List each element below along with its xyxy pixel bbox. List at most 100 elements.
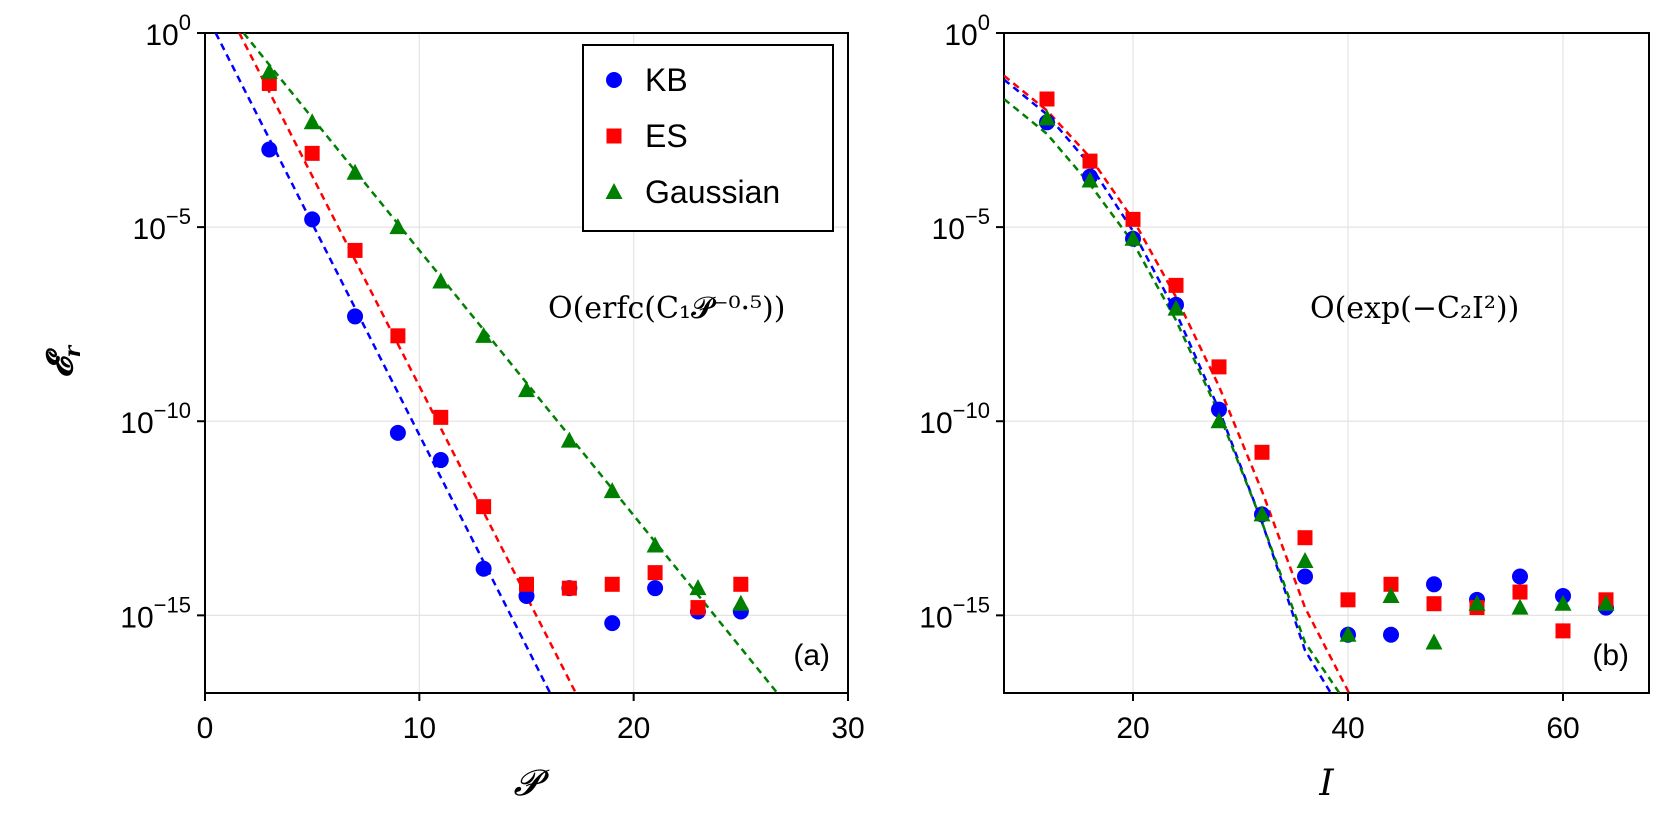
data-point-gaussian — [303, 113, 321, 130]
y-tick-label: 10−5 — [133, 204, 191, 246]
y-tick-base: 10 — [919, 601, 952, 634]
data-point-es — [1297, 530, 1313, 546]
legend-entry-kb: KB — [606, 62, 688, 98]
fit-line-es-fit — [1004, 74, 1351, 693]
data-points — [1038, 91, 1615, 650]
data-point-gaussian — [518, 381, 535, 398]
annotation: O(exp(−C₂I²)) — [1310, 291, 1519, 326]
data-point-gaussian — [689, 579, 707, 596]
data-point-es — [347, 242, 363, 258]
data-point-gaussian — [1081, 171, 1099, 188]
x-tick-label: 20 — [1116, 712, 1149, 745]
data-point-es — [261, 75, 277, 91]
data-point-es — [604, 576, 620, 592]
series-gaussian — [1038, 109, 1615, 650]
legend-marker-kb — [606, 72, 622, 88]
y-tick-base: 10 — [145, 19, 178, 52]
data-point-gaussian — [560, 431, 578, 448]
data-point-kb — [432, 452, 449, 469]
data-points — [260, 62, 750, 632]
x-axis-label: 𝓟 — [514, 763, 550, 804]
data-point-es — [1125, 211, 1141, 227]
series-es — [261, 75, 749, 616]
legend-label: ES — [645, 118, 688, 154]
y-tick-exponent: −15 — [953, 592, 990, 617]
series-es — [1039, 91, 1614, 639]
y-tick-label: 10−5 — [932, 204, 990, 246]
data-point-gaussian — [432, 272, 450, 289]
y-axis-label-subscript: r — [60, 344, 86, 357]
data-point-kb — [1211, 401, 1227, 418]
y-tick-label: 10−10 — [919, 398, 990, 440]
data-point-kb — [1383, 626, 1399, 643]
legend-box — [582, 44, 834, 232]
data-point-gaussian — [260, 62, 278, 79]
fit-lines — [1004, 74, 1351, 693]
fit-line-kb-fit — [214, 33, 552, 693]
plot-frame — [1003, 32, 1650, 694]
x-tick-label: 40 — [1331, 712, 1364, 745]
data-point-es — [390, 328, 406, 344]
data-point-kb — [261, 141, 278, 158]
y-tick-base: 10 — [932, 213, 965, 246]
legend-marker-gaussian — [605, 183, 623, 199]
data-point-kb — [518, 587, 535, 604]
data-point-es — [1383, 576, 1399, 592]
data-point-gaussian — [389, 218, 407, 235]
data-point-gaussian — [1167, 299, 1185, 316]
fit-line-kb-fit — [1004, 78, 1332, 693]
data-point-es — [733, 576, 749, 592]
panel-label: (b) — [1592, 639, 1629, 672]
panel-a: 0 10 20 3010010−510−1010−15(a)O(erfc(C₁𝓟⁻⁰·… — [39, 10, 865, 804]
x-tick-label: 30 — [831, 712, 864, 745]
y-tick-exponent: −10 — [953, 398, 990, 423]
data-point-es — [647, 565, 663, 581]
data-point-es — [1211, 359, 1227, 375]
legend-marker-es — [606, 128, 622, 144]
x-tick-label: 60 — [1546, 712, 1579, 745]
y-tick-label: 10−10 — [120, 398, 191, 440]
data-point-gaussian — [1554, 594, 1572, 611]
y-tick-exponent: −5 — [166, 204, 191, 229]
data-point-gaussian — [1425, 633, 1443, 650]
data-point-es — [519, 576, 534, 592]
series-kb — [1039, 114, 1614, 643]
data-point-es — [1426, 596, 1442, 612]
y-tick-exponent: −5 — [965, 204, 990, 229]
annotation: O(erfc(C₁𝓟⁻⁰·⁵)) — [548, 291, 785, 326]
y-tick-exponent: −15 — [154, 592, 191, 617]
data-point-gaussian — [1468, 594, 1486, 611]
data-point-gaussian — [1253, 505, 1271, 522]
y-tick-label: 10−15 — [919, 592, 990, 634]
y-tick-exponent: −10 — [154, 398, 191, 423]
data-point-gaussian — [646, 536, 664, 553]
data-point-es — [1039, 91, 1055, 107]
data-point-es — [1340, 592, 1356, 608]
data-point-gaussian — [1038, 109, 1056, 126]
y-tick-base: 10 — [133, 213, 166, 246]
plot-frame — [204, 32, 849, 694]
y-axis-label: 𝓔r — [39, 344, 86, 378]
x-tick-label: 20 — [617, 712, 650, 745]
data-point-kb — [475, 560, 492, 577]
data-point-gaussian — [1511, 598, 1529, 615]
data-point-kb — [1297, 568, 1313, 585]
legend-entry-es: ES — [606, 118, 688, 154]
x-axis-label: I — [1318, 763, 1334, 804]
legend: KB ES Gaussian — [582, 44, 834, 232]
y-tick-base: 10 — [120, 601, 153, 634]
fit-line-gaussian-fit — [242, 33, 779, 693]
data-point-gaussian — [1296, 552, 1314, 568]
fit-line-gaussian-fit — [1004, 98, 1341, 693]
y-tick-base: 10 — [120, 407, 153, 440]
data-point-kb — [604, 615, 621, 632]
data-point-kb — [647, 580, 664, 597]
data-point-gaussian — [603, 482, 621, 499]
data-point-gaussian — [732, 594, 750, 611]
data-point-es — [1254, 444, 1270, 460]
y-tick-base: 10 — [944, 19, 977, 52]
data-point-gaussian — [1339, 625, 1357, 642]
x-tick-label: 0 — [197, 712, 214, 745]
